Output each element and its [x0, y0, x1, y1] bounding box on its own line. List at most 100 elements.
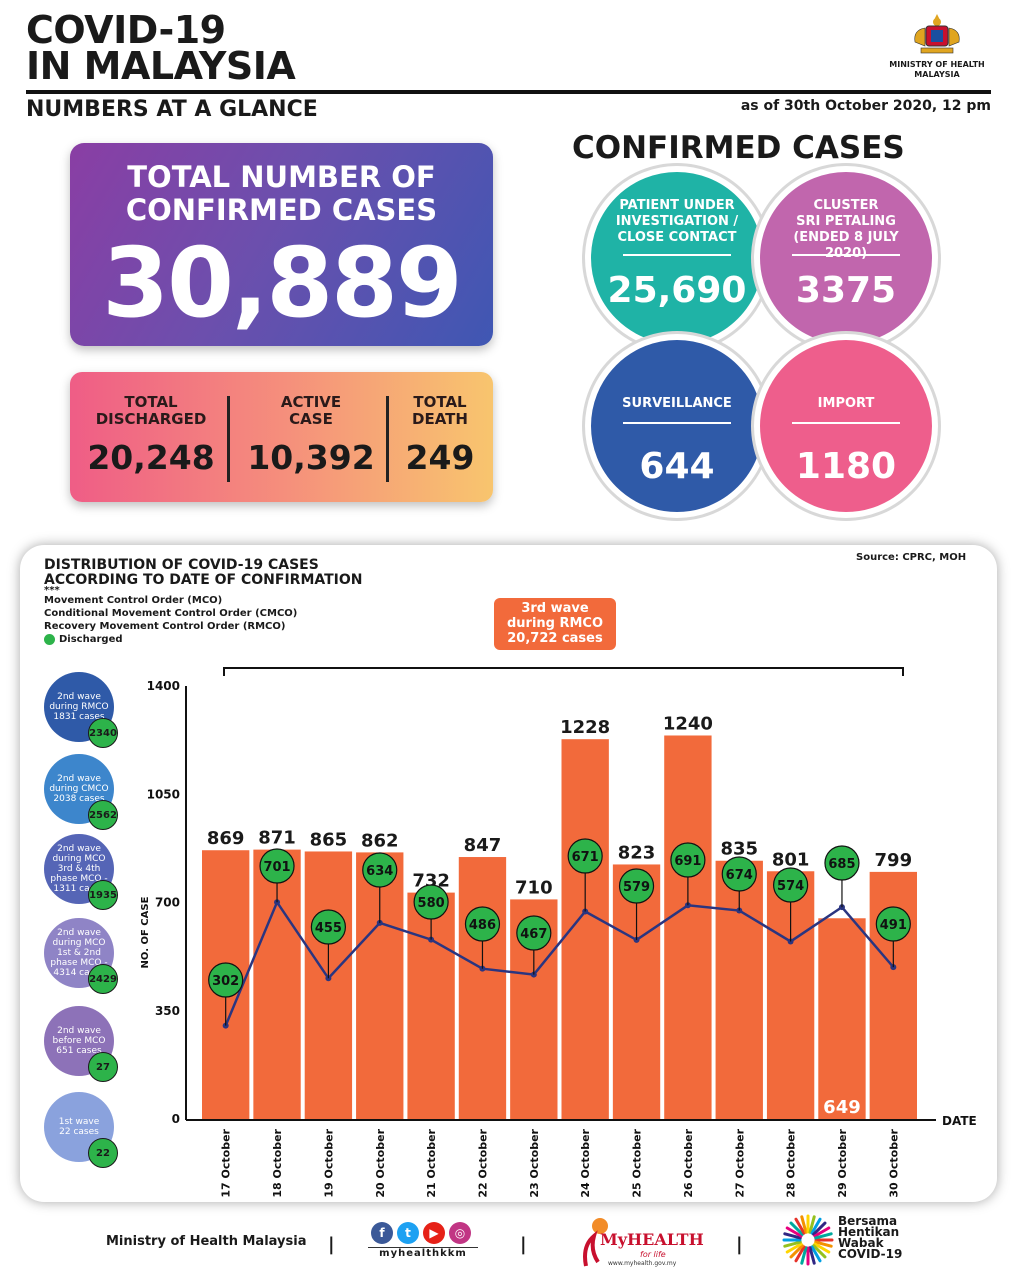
legend-mco: Movement Control Order (MCO): [44, 595, 223, 606]
total-cases-label: TOTAL NUMBER OF CONFIRMED CASES: [125, 160, 438, 227]
cc-label: SURVEILLANCE: [622, 396, 732, 411]
cc-label: PATIENT UNDER INVESTIGATION / CLOSE CONT…: [615, 198, 739, 245]
sunburst-ray: [814, 1240, 833, 1248]
discharged-bubble-label: 634: [366, 864, 393, 879]
discharged-bubble-label: 574: [777, 879, 804, 894]
ministry-label: MINISTRY OF HEALTH MALAYSIA: [889, 60, 985, 79]
wave-circle: 2nd wave during RMCO 1831 cases: [44, 672, 114, 742]
discharged-bubble: [362, 852, 398, 888]
wave-circle: 2nd wave before MCO 651 cases: [44, 1006, 114, 1076]
x-tick-label: 27 October: [733, 1128, 746, 1197]
discharged-line: [224, 899, 895, 1027]
discharged-bubble-label: 685: [828, 857, 855, 872]
bar-value-label: 1228: [560, 717, 610, 738]
wave-discharged-badge: 1935: [88, 880, 118, 910]
header-divider: [26, 90, 991, 94]
third-wave-label: 3rd wave during RMCO 20,722 cases: [494, 598, 616, 650]
cc-underline: [623, 422, 731, 424]
discharged-bubble: [464, 906, 501, 942]
campaign-text: Bersama Hentikan Wabak COVID-19: [838, 1214, 903, 1261]
stat-divider: [386, 396, 389, 482]
cc-underline: [623, 254, 731, 256]
legend-rmco: Recovery Movement Control Order (RMCO): [44, 621, 286, 632]
y-tick-label: 1050: [147, 787, 180, 801]
discharged-bubble: [824, 845, 860, 881]
sunburst-ray: [785, 1242, 803, 1254]
myhealth-figure-icon: [583, 1218, 608, 1267]
discharged-bubble-label: 491: [880, 918, 907, 933]
discharged-dot-icon: [44, 633, 55, 645]
x-axis-label: DATE: [942, 1114, 977, 1128]
legend-cmco: Conditional Movement Control Order (CMCO…: [44, 608, 298, 619]
third-wave-bracket: [223, 667, 904, 676]
cc-value: 25,690: [607, 270, 747, 311]
x-tick-label: 29 October: [836, 1128, 849, 1197]
facebook-icon[interactable]: f: [371, 1222, 393, 1244]
y-tick-label: 1400: [147, 679, 180, 693]
x-tick-label: 28 October: [785, 1128, 798, 1197]
wave-discharged-badge: 27: [88, 1052, 118, 1082]
x-tick-label: 30 October: [887, 1128, 900, 1197]
cc-import-circle: IMPORT 1180: [754, 334, 938, 518]
bar: [664, 735, 712, 1119]
discharged-bubble: [516, 915, 552, 951]
sunburst-ray: [785, 1226, 803, 1238]
sunburst-ray: [789, 1244, 804, 1259]
footer-divider: |: [328, 1234, 335, 1255]
x-tick-label: 19 October: [322, 1128, 335, 1197]
bar-value-label: 871: [258, 828, 296, 849]
bar-value-label: 649: [823, 1097, 861, 1118]
x-tick-label: 23 October: [528, 1128, 541, 1197]
footer-ministry: Ministry of Health Malaysia: [106, 1234, 307, 1249]
wave-discharged-badge: 2340: [88, 718, 118, 748]
x-tick-label: 22 October: [476, 1128, 489, 1197]
myhealth-logo: MyHEALTH for life www.myhealth.gov.my: [580, 1216, 704, 1268]
y-tick-label: 700: [155, 896, 180, 910]
sunburst-ray: [810, 1245, 822, 1263]
page-subtitle: NUMBERS AT A GLANCE: [26, 97, 318, 122]
sunburst-ray: [800, 1215, 808, 1234]
sunburst-ray: [810, 1217, 822, 1235]
sunburst-ray: [813, 1242, 831, 1254]
discharged-bubble: [413, 884, 449, 920]
sunburst-ray: [813, 1226, 831, 1238]
discharged-bubble: [875, 906, 911, 942]
bar-value-label: 869: [207, 828, 245, 849]
cc-value: 644: [639, 446, 715, 487]
bar-value-label: 799: [875, 850, 913, 871]
discharged-bubble: [773, 867, 809, 903]
sunburst-ray: [794, 1245, 806, 1263]
discharged-bubble: [259, 848, 295, 884]
youtube-icon[interactable]: ▶: [423, 1222, 445, 1244]
cc-value: 3375: [795, 270, 897, 311]
footer-divider: |: [736, 1234, 743, 1255]
discharged-bubble-label: 302: [212, 974, 239, 989]
bar-value-label: 865: [310, 829, 348, 850]
bar-value-label: 732: [412, 871, 450, 892]
social-handle: myhealthkkm: [368, 1247, 478, 1259]
cc-underline: [792, 254, 900, 256]
twitter-icon[interactable]: t: [397, 1222, 419, 1244]
stat-discharged: TOTAL DISCHARGED 20,248: [76, 394, 226, 478]
cc-underline: [792, 422, 900, 424]
total-cases-card: TOTAL NUMBER OF CONFIRMED CASES 30,889: [70, 143, 493, 346]
bar: [818, 918, 866, 1119]
stat-label: TOTAL DEATH: [412, 393, 468, 428]
discharged-bubble-label: 455: [315, 921, 342, 936]
stat-value: 10,392: [247, 438, 375, 477]
myhealth-tagline: for life: [640, 1250, 666, 1259]
bar-value-label: 1240: [663, 713, 713, 734]
legend-discharged: Discharged: [44, 633, 297, 646]
x-tick-label: 20 October: [374, 1128, 387, 1197]
y-tick-label: 350: [155, 1004, 180, 1018]
sunburst-ray: [814, 1232, 833, 1240]
wave-discharged-badge: 2429: [88, 964, 118, 994]
discharged-bubble: [567, 838, 603, 874]
stat-death: TOTAL DEATH 249: [392, 393, 488, 478]
myhealth-text: MyHEALTH: [600, 1230, 704, 1249]
as-of-date: as of 30th October 2020, 12 pm: [740, 98, 991, 114]
instagram-icon[interactable]: ◎: [449, 1222, 471, 1244]
wave-circle: 2nd wave during CMCO 2038 cases: [44, 754, 114, 824]
discharged-bubble: [618, 868, 655, 904]
legend-marker: ***: [44, 585, 60, 596]
